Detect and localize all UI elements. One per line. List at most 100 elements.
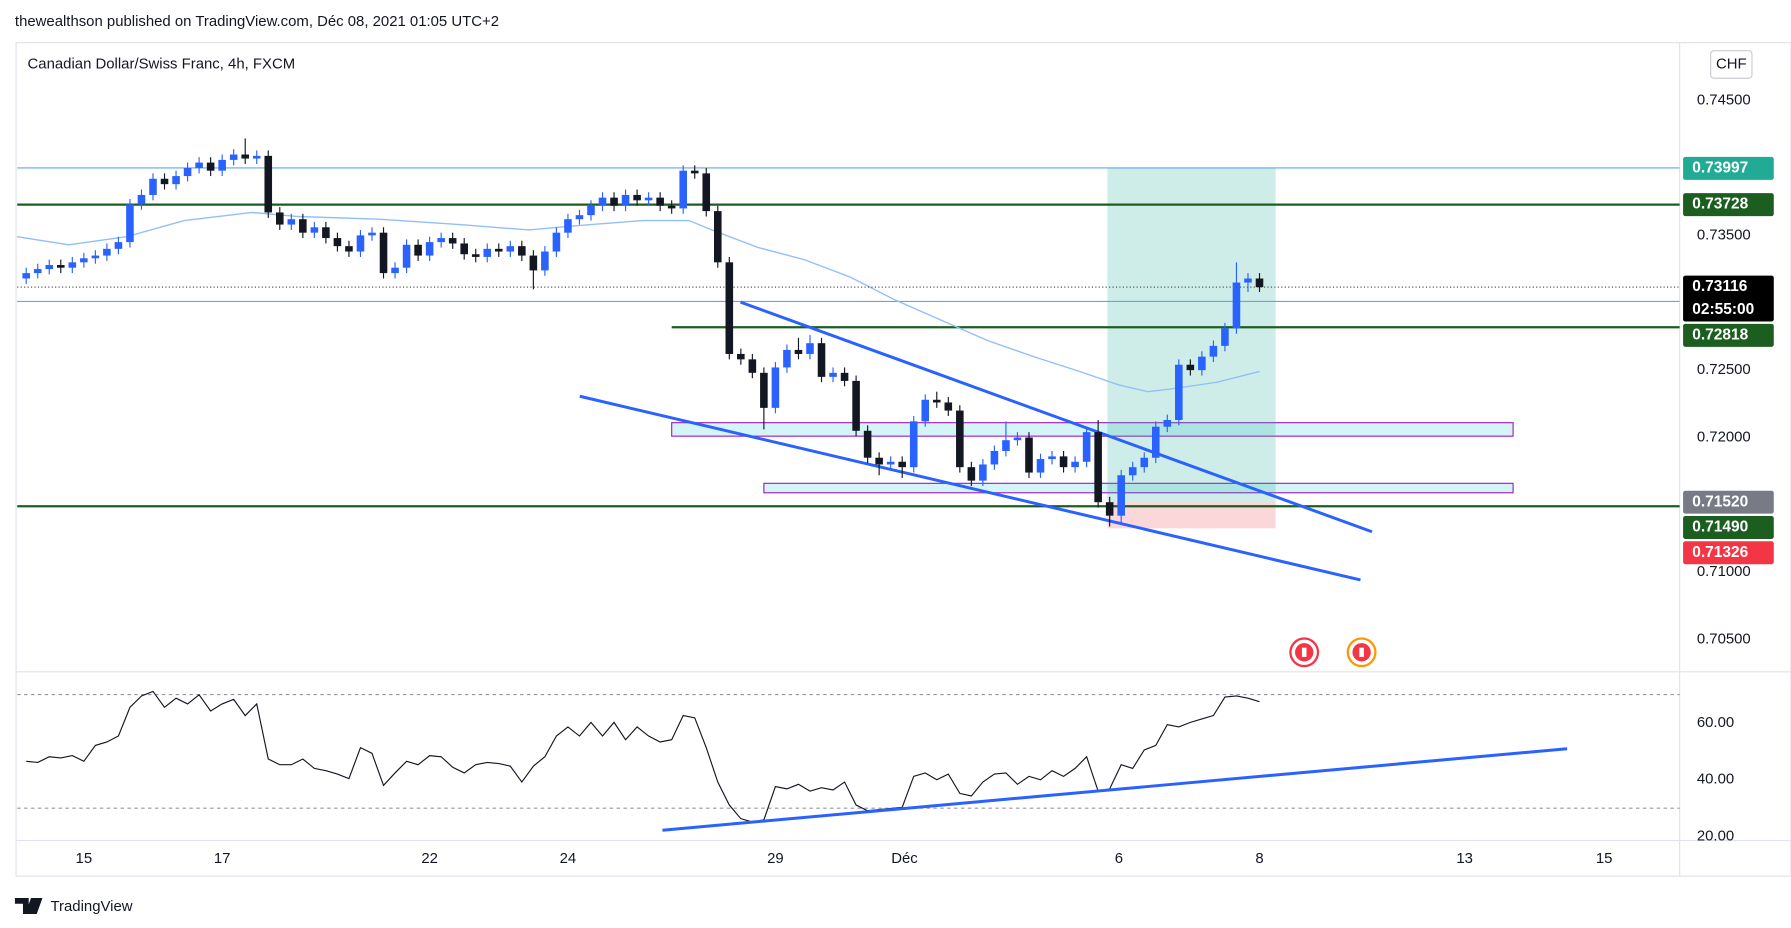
candle-body [33,269,42,274]
candle-body [506,246,515,252]
candle [932,391,941,408]
candle-body [1002,440,1010,451]
candle-body [967,467,976,481]
currency-box[interactable] [1710,50,1753,79]
candle-body [345,246,353,252]
price-tag-box [1683,275,1774,322]
candle-body [783,349,791,368]
candle-body [737,353,745,360]
price-tag: 0.73116 02:55:00 [1683,275,1774,322]
candle [460,238,468,260]
price-tag-label: 0.73997 [1692,159,1748,176]
candle-body [979,464,987,481]
price-tag-label: 0.71326 [1692,544,1748,561]
candle [229,149,238,166]
candle-body [1048,456,1056,460]
candle-body [771,367,780,408]
candle [252,150,261,164]
candle-body [126,204,134,243]
candle-body [483,248,492,257]
candle-body [1082,432,1091,462]
candle-body [137,194,146,205]
candle-body [690,170,699,174]
y-tick-label: 40.00 [1697,771,1734,788]
candle [737,348,745,365]
x-tick-label: 17 [214,850,231,867]
candle [22,267,31,284]
price-tag: 0.73728 [1683,193,1774,217]
price-tag: 0.71326 [1683,541,1774,565]
event-icon[interactable] [1346,637,1377,668]
candle [1175,359,1183,426]
candle-body [644,197,653,201]
x-tick-label: 15 [76,850,93,867]
y-tick-label: 0.70500 [1697,631,1751,648]
candle [195,157,203,174]
candle [437,232,445,248]
candle-body [932,399,941,403]
y-tick-label: 20.00 [1697,828,1734,845]
candle-body [241,154,249,159]
candle-body [471,254,480,257]
y-tick-label: 0.72000 [1697,428,1751,445]
logo[interactable] [14,897,43,915]
price-tags: 0.73997 0.73728 0.73116 02:55:00 0.72818 0.71… [1683,156,1774,565]
x-tick-label: 15 [1596,850,1613,867]
candle [587,200,595,221]
candle-body [68,262,77,268]
candle [1117,469,1125,524]
trend-line[interactable] [579,394,1361,582]
candle [264,150,273,218]
candle [91,250,100,264]
candle [448,232,457,249]
candle-body [840,372,849,381]
candle [725,256,734,360]
candle-body [1013,437,1022,441]
candle-body [160,178,169,185]
candle-body [448,238,457,244]
candle [494,243,503,257]
chart-title: Canadian Dollar/Swiss Franc, 4h, FXCM [28,55,296,72]
candle-body [587,205,595,216]
candle-body [310,227,319,233]
y-tick-label: 0.72500 [1697,361,1751,378]
currency[interactable]: CHF [1716,55,1747,72]
candle [45,259,54,275]
candle-body [22,273,31,279]
candle [518,240,526,261]
candle [1163,414,1172,433]
candle-body [575,215,584,220]
candle-body [91,255,100,259]
rsi-trend-line[interactable] [662,747,1568,832]
candle [783,344,791,373]
candle [1209,340,1218,363]
event-icon[interactable] [1289,637,1320,668]
footer-brand[interactable]: TradingView [51,898,133,915]
price-tag-label: 0.71520 [1692,493,1748,510]
price-tag-box [1683,193,1774,217]
candle-body [264,155,273,213]
candle-body [494,248,503,252]
trend-line[interactable] [739,300,1373,534]
candle-body [898,461,906,468]
candle [852,375,860,437]
candle-body [1071,461,1079,468]
candle-body [1105,502,1114,516]
candle [1002,421,1010,457]
price-tag-label: 0.71490 [1692,519,1748,536]
candle [103,243,111,261]
price-tag: 0.73997 [1683,156,1774,180]
candle-body [760,372,768,408]
candle [241,138,249,164]
candle [183,162,192,182]
x-tick-label: Déc [891,850,918,867]
price-tag: 0.71520 [1683,490,1774,514]
candle [1198,351,1206,376]
moving-average [16,211,1260,393]
candle-body [725,262,734,354]
candle [206,157,215,177]
candle [967,461,976,487]
candle [575,209,584,225]
price-tag-box [1683,541,1774,565]
